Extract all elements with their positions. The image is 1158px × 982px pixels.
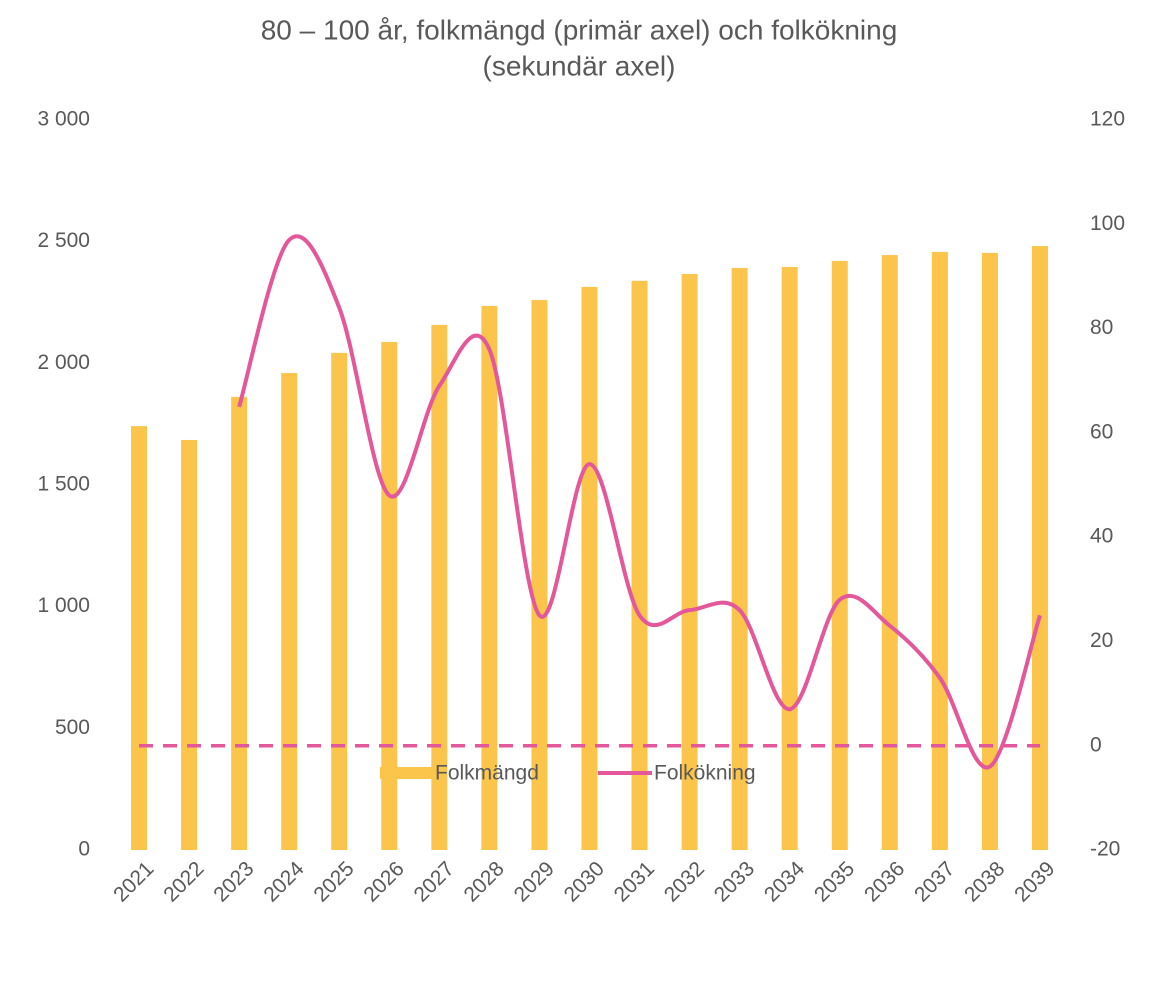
x-tick-label: 2031: [610, 857, 659, 906]
chart-title: (sekundär axel): [483, 50, 676, 81]
x-tick-label: 2022: [159, 857, 208, 906]
bar: [931, 251, 948, 851]
bar: [781, 266, 798, 850]
y-tick-label: 2 500: [37, 229, 90, 252]
y-tick-label: 1 000: [37, 594, 90, 617]
x-tick-label: 2027: [410, 857, 459, 906]
x-tick-label: 2032: [660, 857, 709, 906]
y2-tick-label: 80: [1090, 316, 1113, 339]
y2-tick-label: 40: [1090, 525, 1113, 548]
x-tick-label: 2026: [359, 857, 408, 906]
y-tick-label: 2 000: [37, 351, 90, 374]
y-tick-label: 500: [55, 716, 90, 739]
bar: [831, 260, 848, 850]
y2-tick-label: 120: [1090, 108, 1125, 131]
bar: [581, 286, 598, 851]
x-tick-label: 2028: [460, 857, 509, 906]
x-tick-label: 2024: [259, 857, 309, 907]
legend-label: Folkmängd: [435, 762, 539, 785]
bar: [731, 267, 748, 850]
x-tick-label: 2039: [1010, 857, 1059, 906]
bar: [331, 352, 348, 850]
legend-swatch: [380, 767, 432, 779]
bar: [131, 426, 148, 850]
y2-tick-label: -20: [1090, 838, 1120, 861]
y2-tick-label: 100: [1090, 212, 1125, 235]
line: [237, 234, 1042, 770]
x-tick-label: 2034: [760, 857, 810, 907]
legend-label: Folkökning: [654, 762, 756, 785]
x-tick-label: 2037: [910, 857, 959, 906]
bar: [981, 252, 998, 851]
x-tick-label: 2021: [109, 857, 158, 906]
bar: [481, 305, 498, 850]
y2-tick-label: 0: [1090, 733, 1102, 756]
x-tick-label: 2033: [710, 857, 759, 906]
bar: [1031, 246, 1048, 851]
x-tick-label: 2038: [960, 857, 1009, 906]
bar: [681, 274, 698, 850]
bar: [231, 396, 248, 850]
y2-tick-label: 20: [1090, 629, 1113, 652]
bar: [431, 324, 448, 850]
bar: [531, 300, 548, 851]
x-tick-label: 2035: [810, 857, 859, 906]
x-tick-label: 2029: [510, 857, 559, 906]
bar: [381, 341, 398, 850]
y-tick-label: 3 000: [37, 108, 90, 131]
y-tick-label: 0: [78, 838, 90, 861]
x-tick-label: 2036: [860, 857, 909, 906]
x-tick-label: 2025: [309, 857, 358, 906]
x-tick-label: 2030: [560, 857, 609, 906]
y-tick-label: 1 500: [37, 473, 90, 496]
x-tick-label: 2023: [209, 857, 258, 906]
bar: [281, 373, 298, 850]
y2-tick-label: 60: [1090, 420, 1113, 443]
bar: [631, 280, 648, 850]
bar: [881, 255, 898, 851]
chart-title: 80 – 100 år, folkmängd (primär axel) och…: [261, 14, 898, 45]
bar: [181, 439, 198, 850]
